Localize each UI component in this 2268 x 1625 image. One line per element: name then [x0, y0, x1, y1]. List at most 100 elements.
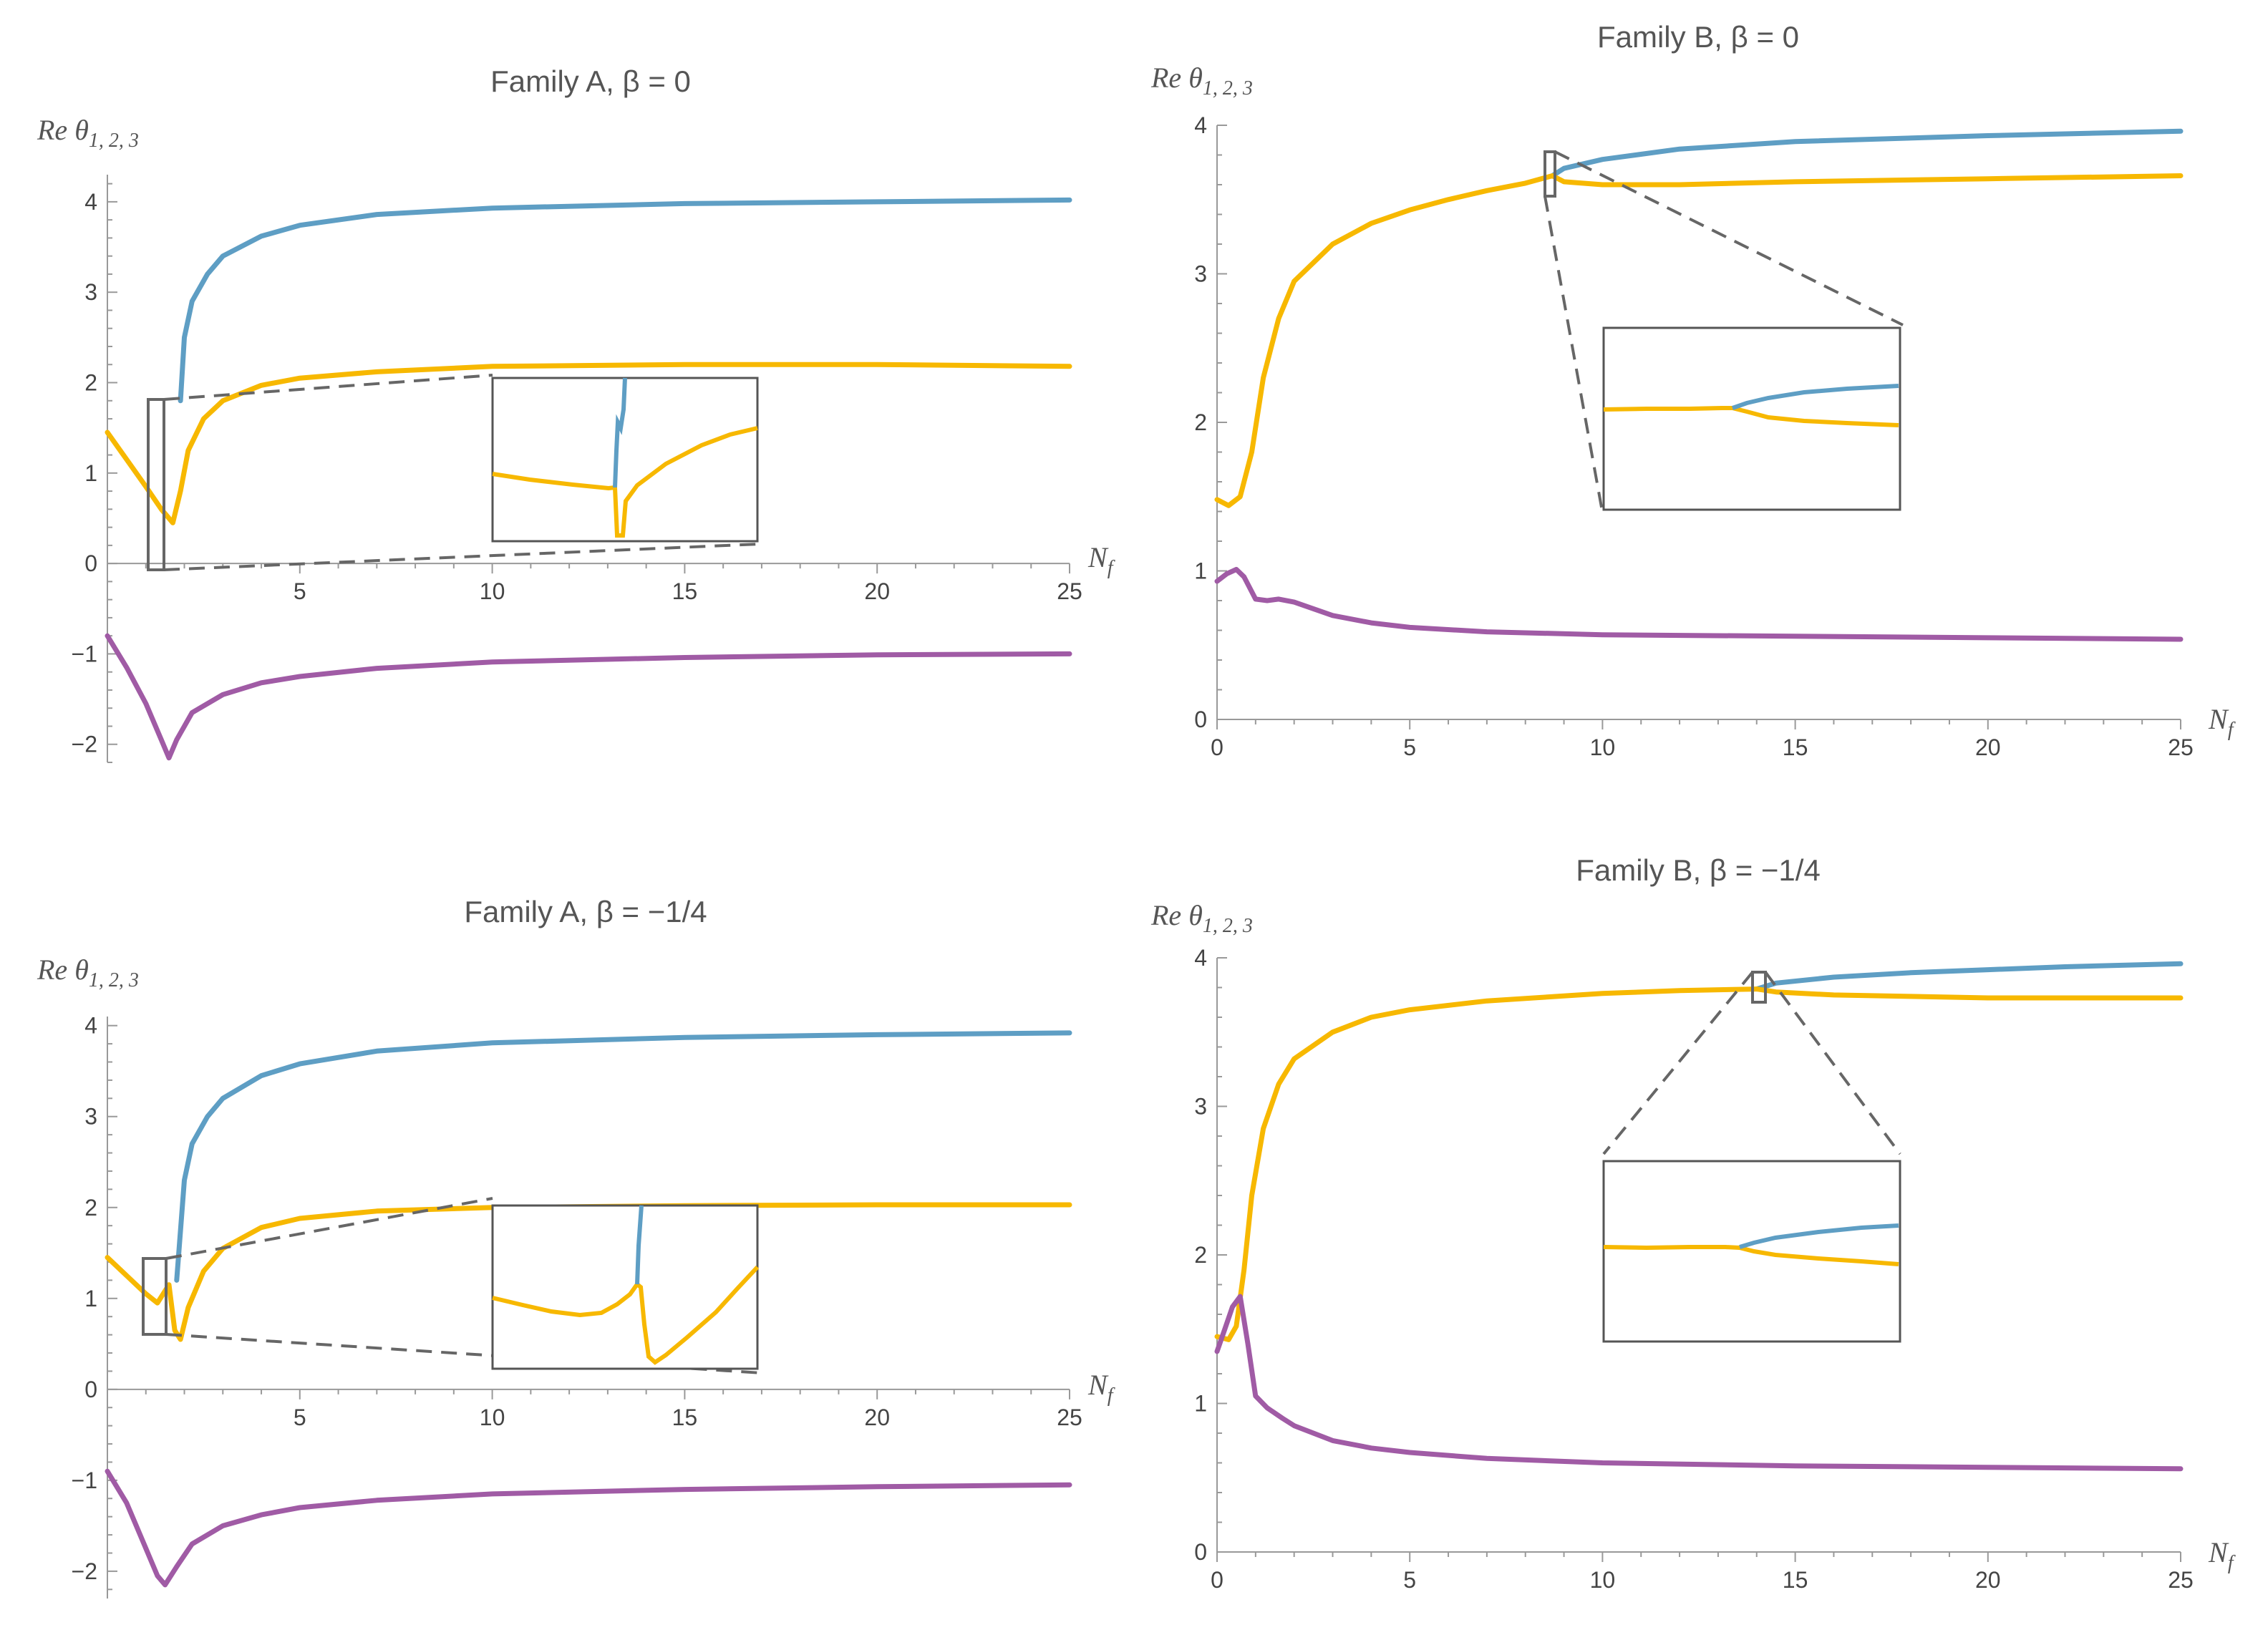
zoom-connector-top	[163, 374, 493, 401]
axes: 0 5 10 15 20 25 0 1 2 3 4	[1194, 945, 2194, 1593]
x-tick-label: 15	[1783, 734, 1808, 760]
x-axis-label: Nf	[2208, 703, 2236, 741]
x-tick-label: 15	[672, 1405, 698, 1430]
y-axis-label-main: Re θ	[37, 954, 89, 986]
inset-series-yellow	[492, 472, 616, 491]
x-tick-label: 10	[1590, 1567, 1616, 1593]
x-tick-label: 25	[2168, 734, 2194, 760]
y-axis-label: Re θ1, 2, 3	[1150, 899, 1253, 937]
x-tick-label: 0	[1211, 1567, 1223, 1593]
zoom-connector-bottom	[163, 543, 760, 571]
y-tick-label: −1	[72, 641, 97, 666]
zoom-connector-top	[1554, 150, 1904, 326]
axes: 5 10 15 20 25 −2 −1 0 1 2 3 4	[72, 1013, 1082, 1599]
y-tick-label: 2	[84, 1195, 97, 1221]
x-axis-label-sub: f	[2228, 1552, 2236, 1574]
series-layer	[105, 197, 1072, 761]
x-tick-label: 20	[1975, 1567, 2001, 1593]
zoom-source-box	[147, 398, 165, 571]
y-tick-label: 1	[84, 1286, 97, 1311]
x-tick-label: 10	[480, 578, 505, 604]
y-tick-label: 4	[84, 189, 97, 215]
y-tick-label: 4	[1194, 945, 1207, 971]
y-tick-label: 0	[84, 1377, 97, 1402]
x-tick-label: 15	[1783, 1567, 1808, 1593]
x-axis-label-sub: f	[1108, 1384, 1115, 1407]
x-tick-label: 15	[672, 578, 698, 604]
x-axis-label-sub: f	[2228, 719, 2236, 741]
chart-title: Family A, β = −1/4	[464, 895, 707, 928]
x-axis-label-main: N	[2208, 703, 2229, 735]
x-axis-label-main: N	[1087, 1369, 1109, 1401]
x-tick-label: 25	[2168, 1567, 2194, 1593]
panel-family-a-beta-0: Family A, β = 0 Re θ1, 2, 3 Nf 5 10 15 20 25…	[37, 64, 1115, 763]
y-tick-label: 3	[1194, 261, 1207, 287]
x-axis-label: Nf	[1087, 541, 1115, 579]
series-layer	[1214, 961, 2184, 1472]
x-tick-label: 20	[864, 1405, 890, 1430]
y-tick-label: 4	[84, 1013, 97, 1039]
x-tick-label: 5	[1403, 734, 1416, 760]
panel-family-b-beta-minus-quarter: Family B, β = −1/4 Re θ1, 2, 3 Nf 0 5 10 15…	[1150, 853, 2236, 1593]
y-tick-label: 3	[1194, 1094, 1207, 1120]
y-axis-label: Re θ1, 2, 3	[37, 114, 139, 152]
inset-series-blue	[1739, 1223, 1899, 1249]
y-tick-label: 0	[84, 550, 97, 576]
y-axis-label-sub: 1, 2, 3	[1203, 77, 1253, 100]
x-axis-label: Nf	[1087, 1369, 1115, 1407]
x-axis-label-main: N	[2208, 1536, 2229, 1568]
y-tick-label: 0	[1194, 1539, 1207, 1565]
y-tick-label: 2	[1194, 1242, 1207, 1268]
x-axis-label-sub: f	[1108, 557, 1115, 579]
zoom-connector-bottom	[1544, 195, 1604, 512]
zoom-source-box	[1544, 150, 1556, 198]
y-tick-label: 2	[1194, 409, 1207, 435]
x-tick-label: 5	[294, 1405, 306, 1430]
inset-series-yellow	[1603, 406, 1899, 427]
series-line-1	[174, 1030, 1072, 1283]
y-axis-label-main: Re θ	[1150, 899, 1203, 931]
x-tick-label: 10	[480, 1405, 505, 1430]
inset-series-blue	[613, 377, 627, 488]
y-tick-label: −2	[72, 1558, 97, 1584]
zoom-inset-frame	[491, 1204, 759, 1370]
chart-title: Family B, β = 0	[1597, 20, 1799, 54]
panel-family-a-beta-minus-quarter: Family A, β = −1/4 Re θ1, 2, 3 Nf 5 10 15 2…	[37, 895, 1115, 1599]
chart-title: Family B, β = −1/4	[1576, 853, 1821, 887]
x-tick-label: 20	[864, 578, 890, 604]
y-axis-label-sub: 1, 2, 3	[1203, 915, 1253, 937]
axes: 0 5 10 15 20 25 0 1 2 3 4	[1194, 112, 2194, 760]
x-axis-label: Nf	[2208, 1536, 2236, 1574]
axes: 5 10 15 20 25 −2 −1 0 1 2 3 4	[72, 175, 1082, 763]
zoom-connector-right	[1764, 971, 1901, 1155]
x-tick-label: 25	[1057, 1405, 1082, 1430]
y-axis-label-main: Re θ	[37, 114, 89, 146]
series-line-1	[1549, 128, 2184, 178]
y-tick-label: 3	[84, 1104, 97, 1130]
y-tick-label: 1	[1194, 558, 1207, 584]
inset-series-blue	[635, 1205, 644, 1285]
x-tick-label: 25	[1057, 578, 1082, 604]
zoom-inset-frame	[1602, 326, 1901, 511]
y-axis-label-main: Re θ	[1150, 62, 1203, 94]
series-line-2	[105, 362, 1072, 525]
series-layer	[1214, 128, 2184, 642]
y-tick-label: −2	[72, 732, 97, 757]
y-axis-label-sub: 1, 2, 3	[89, 130, 139, 152]
inset-series-yellow	[1603, 1245, 1899, 1266]
series-line-1	[178, 197, 1072, 404]
zoom-annotation	[1602, 971, 1901, 1343]
series-line-3	[105, 633, 1072, 761]
inset-series-blue	[1732, 384, 1899, 410]
y-tick-label: 2	[84, 370, 97, 396]
chart-title: Family A, β = 0	[490, 64, 691, 98]
zoom-annotation	[147, 374, 760, 571]
zoom-connector-left	[1602, 971, 1754, 1155]
x-axis-label-main: N	[1087, 541, 1109, 573]
y-tick-label: 1	[1194, 1391, 1207, 1417]
series-line-2	[1214, 986, 2184, 1342]
series-line-3	[105, 1468, 1072, 1588]
x-tick-label: 0	[1211, 734, 1223, 760]
series-line-1	[1754, 961, 2184, 992]
